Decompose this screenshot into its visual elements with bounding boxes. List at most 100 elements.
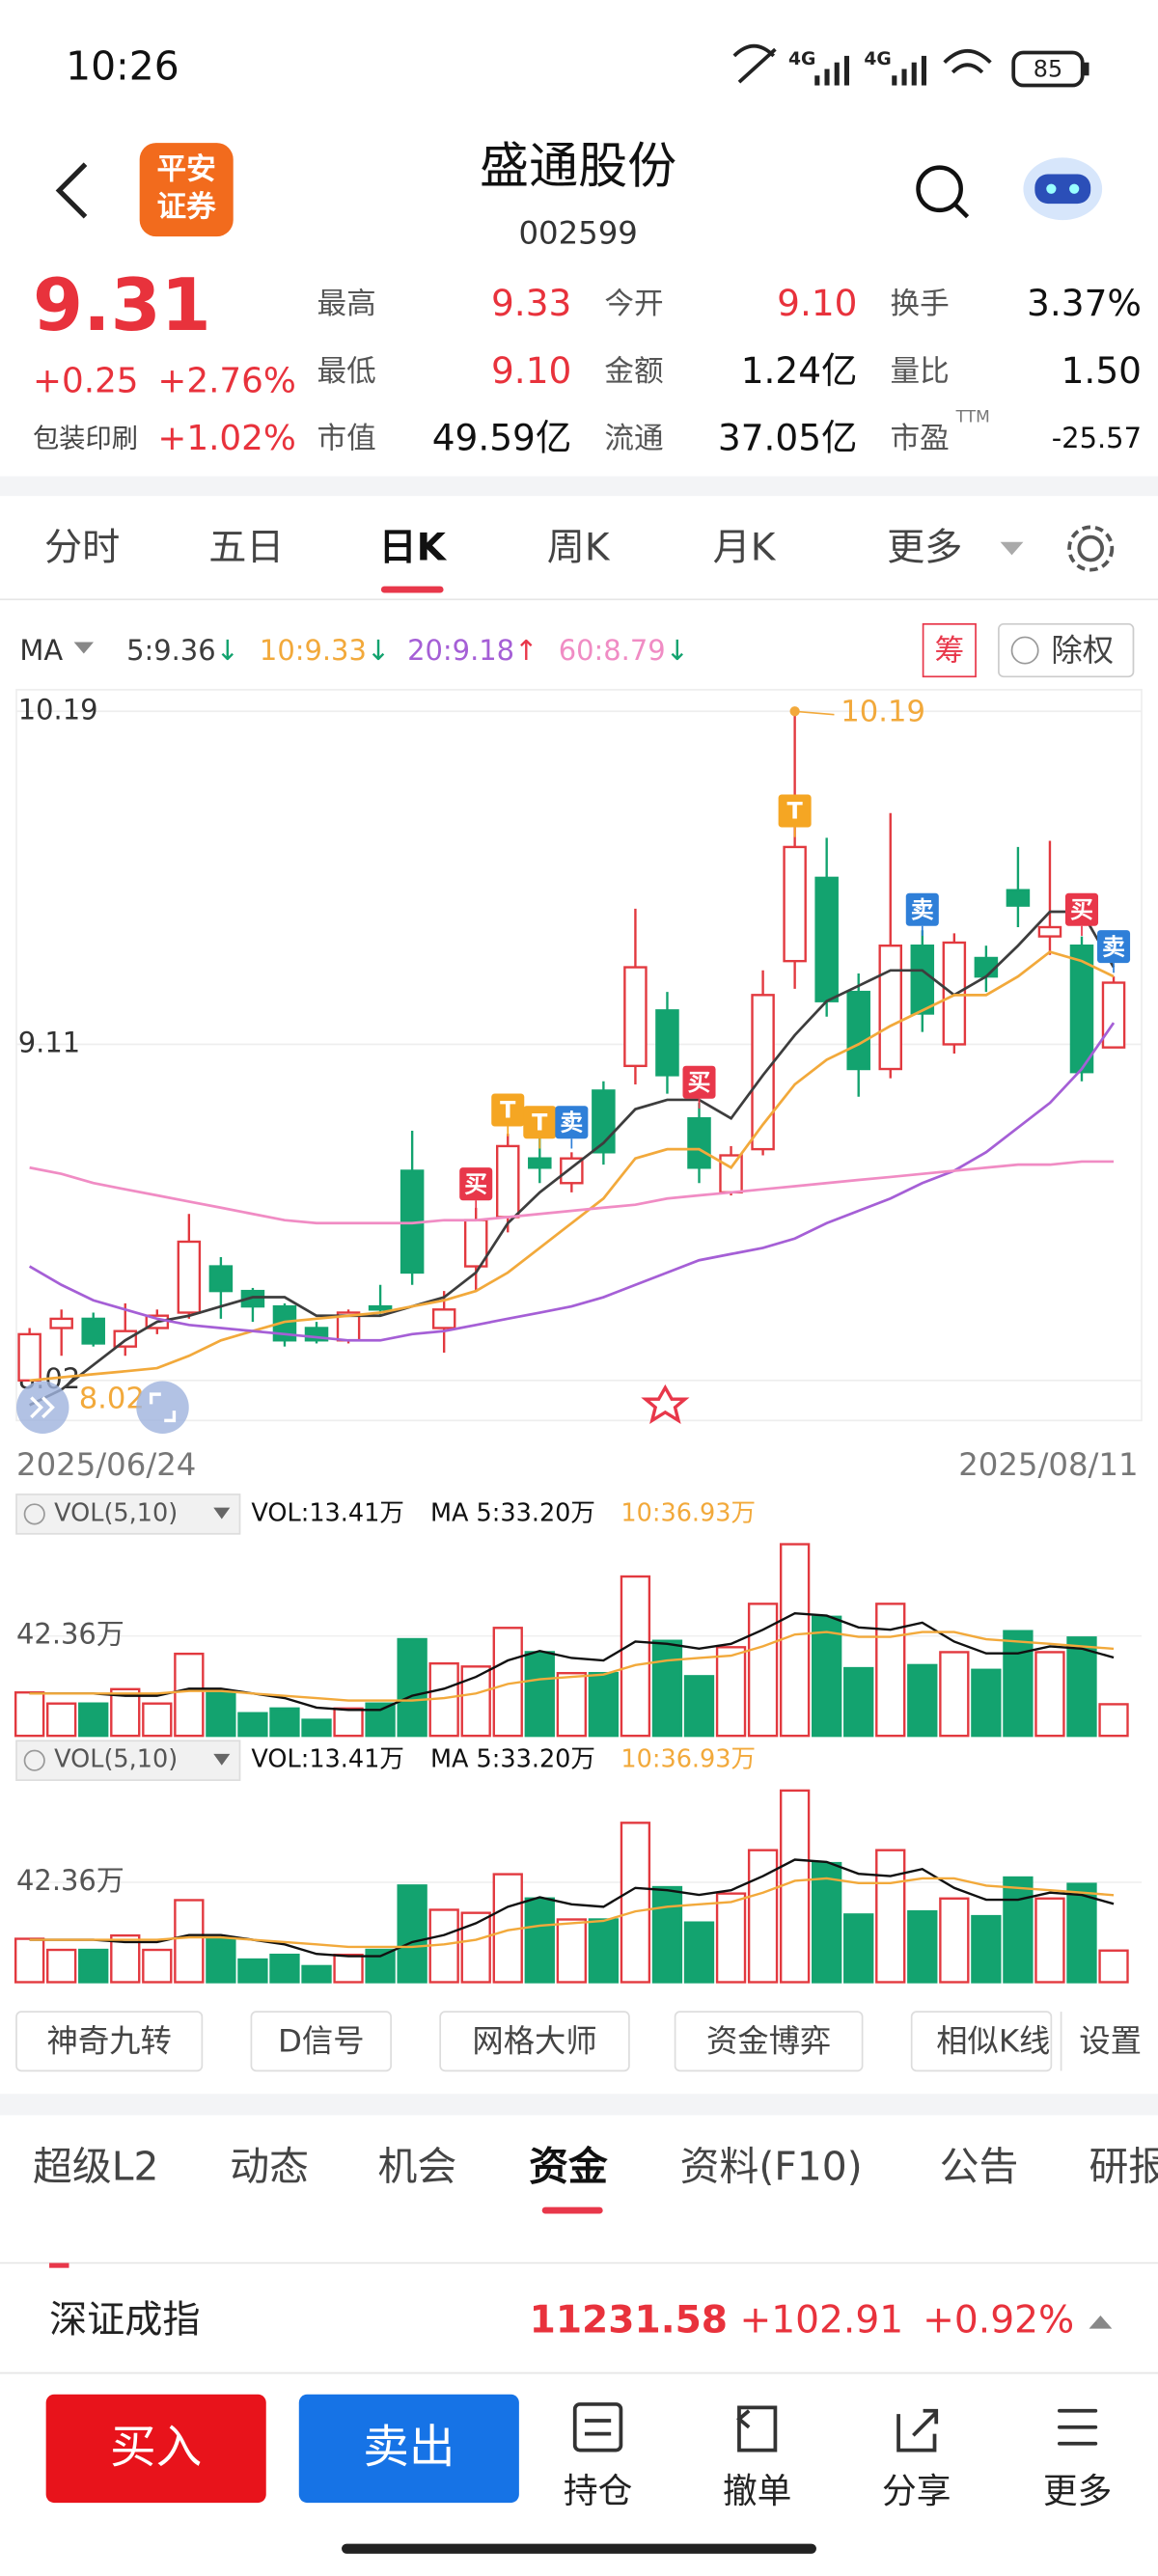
tool-chip[interactable] bbox=[15, 2011, 204, 2072]
nav-label[interactable]: 持仓 bbox=[564, 2472, 632, 2511]
trade-signal bbox=[459, 1167, 493, 1201]
volume-bar bbox=[333, 1707, 364, 1738]
stat-value: 1.24亿 bbox=[741, 349, 858, 392]
volume-bar bbox=[1066, 1882, 1097, 1984]
trade-signal-label: 卖 bbox=[911, 896, 934, 923]
period-tab[interactable]: 月K bbox=[713, 527, 777, 570]
nav-label[interactable]: 撤单 bbox=[723, 2472, 791, 2511]
trade-signal-label: T bbox=[787, 798, 804, 825]
period-tab[interactable]: 五日 bbox=[208, 527, 284, 570]
ma-legend: 5:9.36↓ bbox=[126, 634, 239, 667]
info-tab[interactable]: 资金 bbox=[529, 2144, 608, 2190]
low-label: 8.02 bbox=[79, 1383, 145, 1416]
candle-body bbox=[431, 1308, 456, 1329]
volume-bar bbox=[142, 1702, 173, 1738]
volume-bar bbox=[78, 1702, 109, 1738]
event-star[interactable] bbox=[641, 1384, 690, 1425]
tool-chip[interactable] bbox=[674, 2011, 864, 2072]
vol-ma-line bbox=[29, 1858, 1115, 1958]
volume-bar bbox=[1003, 1630, 1034, 1738]
volume-bar bbox=[206, 1691, 236, 1738]
volume-bar bbox=[174, 1899, 205, 1984]
tool-chip[interactable] bbox=[250, 2011, 392, 2072]
volume-bar bbox=[46, 1702, 77, 1738]
stock-code: 002599 bbox=[518, 214, 637, 251]
trade-signal bbox=[491, 1093, 525, 1127]
volume-bar bbox=[1034, 1897, 1065, 1984]
vol-indicator-select[interactable] bbox=[15, 1740, 241, 1781]
info-tab[interactable]: 资料(F10) bbox=[680, 2144, 863, 2190]
volume-bar bbox=[269, 1953, 300, 1984]
stock-name: 盛通股份 bbox=[480, 138, 676, 195]
vol-ma-legend: MA 5:33.20万 bbox=[430, 1498, 595, 1527]
more-arrow bbox=[1000, 541, 1024, 556]
tool-settings[interactable]: 设置 bbox=[1079, 2022, 1142, 2059]
stat-label: 金额 bbox=[604, 355, 663, 389]
high-label: 10.19 bbox=[841, 695, 925, 728]
info-tab[interactable]: 公告 bbox=[940, 2144, 1019, 2190]
broker-logo bbox=[139, 143, 234, 237]
vol-dropdown bbox=[213, 1507, 231, 1520]
sell-button[interactable] bbox=[298, 2394, 519, 2504]
nav-label[interactable]: 更多 bbox=[1043, 2472, 1112, 2511]
trade-signal-label: 卖 bbox=[1102, 933, 1125, 960]
vol-indicator-select[interactable] bbox=[15, 1494, 241, 1535]
ma-legend-value: 10:9.33 bbox=[260, 634, 367, 667]
candle-body bbox=[719, 1154, 743, 1194]
ma-dropdown[interactable] bbox=[73, 642, 95, 654]
info-tab[interactable]: 机会 bbox=[377, 2144, 456, 2190]
tool-chip[interactable] bbox=[439, 2011, 630, 2072]
vol-ma-line bbox=[29, 1611, 1115, 1712]
tool-chip[interactable] bbox=[910, 2011, 1053, 2072]
volume-bar bbox=[715, 1646, 747, 1738]
period-tab[interactable]: 日K bbox=[379, 527, 448, 570]
chips-button[interactable] bbox=[922, 622, 977, 678]
info-tab[interactable]: 动态 bbox=[230, 2144, 309, 2190]
expand-arrow[interactable] bbox=[1089, 2316, 1113, 2329]
volume-bar bbox=[875, 1849, 906, 1984]
volume-bar bbox=[588, 1918, 620, 1984]
volume-bar bbox=[397, 1884, 427, 1984]
candle-body bbox=[272, 1304, 297, 1342]
wifi-icon bbox=[943, 48, 992, 74]
info-tab[interactable]: 超级L2 bbox=[33, 2144, 158, 2190]
y-tick-label: 9.11 bbox=[18, 1026, 80, 1058]
candle-body bbox=[1037, 925, 1062, 938]
assistant-button[interactable] bbox=[1023, 157, 1103, 221]
status-time: 10:26 bbox=[66, 43, 179, 90]
trade-signal bbox=[778, 794, 812, 828]
volume-bar bbox=[812, 1861, 842, 1984]
separator bbox=[0, 476, 1158, 497]
volume-bar bbox=[14, 1691, 45, 1738]
ma-line bbox=[28, 1022, 1116, 1342]
nav-label[interactable]: 分享 bbox=[882, 2472, 951, 2511]
stat-label: 最低 bbox=[317, 355, 376, 389]
x-date-label: 2025/08/11 bbox=[958, 1446, 1138, 1483]
volume-bar bbox=[1066, 1636, 1097, 1738]
chart-overlay-buttons[interactable] bbox=[16, 1381, 189, 1434]
adjust-button[interactable] bbox=[998, 622, 1135, 678]
period-tab[interactable]: 更多 bbox=[887, 527, 962, 570]
volume-bar bbox=[110, 1687, 141, 1738]
nav-icons[interactable] bbox=[572, 2402, 1098, 2453]
volume-bar bbox=[174, 1652, 205, 1738]
trade-signal-label: 买 bbox=[688, 1069, 711, 1096]
period-tab[interactable]: 分时 bbox=[44, 527, 120, 570]
ma-legend-value: 5:9.36 bbox=[126, 634, 216, 667]
search-button[interactable] bbox=[916, 165, 970, 219]
volume-bar bbox=[206, 1937, 236, 1984]
info-tabs: 超级L2 动态 机会 资金 资料(F10) 公告 研报 bbox=[33, 2144, 1158, 2214]
volume-bar bbox=[907, 1663, 938, 1738]
settings-button[interactable] bbox=[1067, 525, 1115, 572]
sell-label: 卖出 bbox=[363, 2422, 455, 2475]
buy-button[interactable] bbox=[45, 2394, 266, 2504]
vol-current: VOL:13.41万 bbox=[251, 1745, 403, 1774]
period-tab[interactable]: 周K bbox=[547, 527, 611, 570]
info-icon bbox=[1010, 636, 1039, 665]
volume-bar bbox=[907, 1910, 938, 1984]
candle-body bbox=[783, 845, 807, 963]
info-tab[interactable]: 研报 bbox=[1089, 2144, 1158, 2190]
back-button[interactable] bbox=[55, 162, 88, 219]
chips-label: 筹 bbox=[935, 634, 965, 668]
